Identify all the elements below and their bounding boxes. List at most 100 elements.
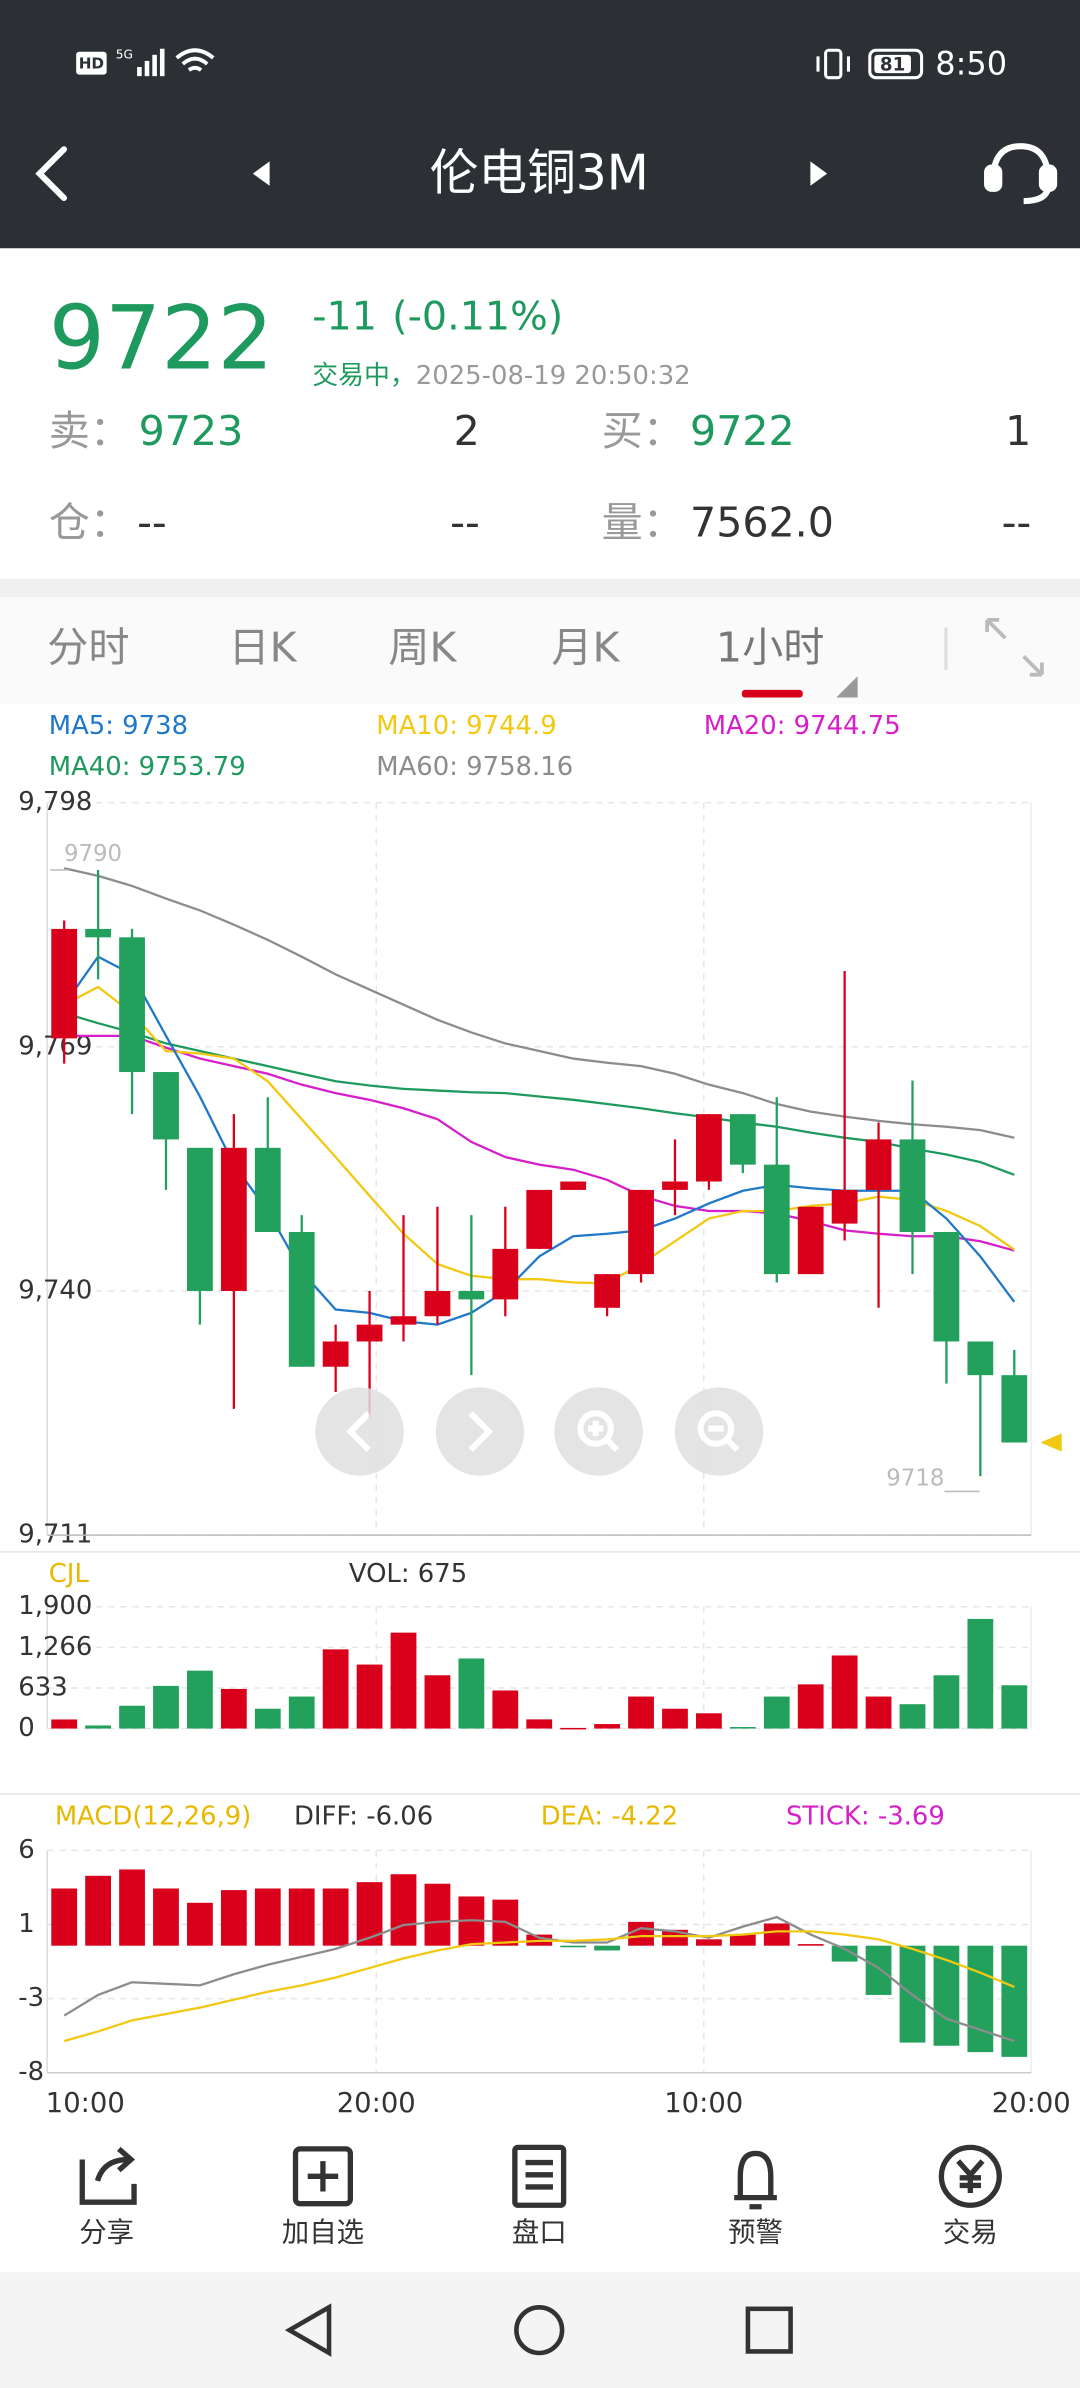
macd-bar	[153, 1888, 179, 1946]
candle-body	[390, 1316, 417, 1325]
nav-recent[interactable]	[745, 2306, 793, 2354]
volume-bar	[390, 1632, 417, 1729]
tab-bar	[0, 597, 1080, 704]
macd-line	[63, 1930, 1015, 2043]
nav-home[interactable]	[514, 2304, 565, 2356]
toolbar-button[interactable]: 加自选	[282, 2218, 364, 2249]
candle-body	[763, 1164, 790, 1275]
candle-body	[458, 1290, 485, 1300]
nav-buttons	[284, 2303, 793, 2357]
fullscreen-button[interactable]	[985, 617, 1044, 677]
label: 买：	[602, 407, 684, 455]
quote-rows: 卖： 9723 2 买： 9722 1 仓： -- -- 量： 7562.0 -…	[49, 407, 1032, 546]
trade-status: 交易中，2025-08-19 20:50:32	[312, 361, 690, 391]
candle-body	[220, 1147, 247, 1291]
legend-entry: MA10: 9744.9	[376, 711, 556, 741]
macd-bar	[662, 1929, 688, 1946]
volume-bar	[424, 1675, 451, 1729]
macd-bar	[424, 1883, 451, 1946]
label: 仓：	[49, 498, 131, 546]
value: 9722	[690, 407, 795, 455]
last-price: 9722	[49, 287, 274, 390]
macd-bar	[763, 1923, 790, 1946]
candle-body	[831, 1189, 858, 1224]
candle-body	[85, 928, 112, 938]
next-button[interactable]	[810, 161, 828, 186]
battery-icon	[868, 48, 924, 80]
volume-bar	[51, 1719, 78, 1729]
chart-title: MACD(12,26,9)	[55, 1801, 252, 1831]
candle-body	[288, 1232, 315, 1367]
macd-bar	[322, 1888, 349, 1946]
volume-bar	[865, 1696, 892, 1729]
candle-body	[51, 928, 78, 1039]
candle-body	[729, 1114, 756, 1165]
scroll-left[interactable]	[315, 1387, 404, 1476]
candle-body	[424, 1290, 451, 1317]
label: 量：	[602, 498, 684, 546]
volume-bar	[729, 1727, 756, 1729]
clock: 8:50	[935, 44, 1007, 82]
top-bar	[0, 0, 1080, 249]
candle-body	[153, 1072, 179, 1140]
volume-bar	[458, 1658, 485, 1729]
toolbar-button[interactable]: 预警	[728, 2218, 783, 2249]
legend-entry: MA20: 9744.75	[704, 711, 901, 741]
value: 2	[454, 407, 480, 455]
prev-button[interactable]	[252, 161, 270, 186]
chart-subtitle: VOL: 675	[349, 1559, 467, 1589]
candle-body	[560, 1181, 587, 1190]
network-text: 5G	[116, 47, 133, 61]
battery-text: 81	[880, 54, 905, 75]
volume-bar	[967, 1618, 994, 1729]
macd-bar	[356, 1882, 383, 1946]
toolbar-button[interactable]: 盘口	[512, 2218, 567, 2249]
support-button[interactable]	[984, 143, 1058, 205]
signal-icon	[137, 48, 165, 77]
toolbar-icons	[79, 2144, 1002, 2210]
y-tick-label: 1	[18, 1909, 34, 1939]
volume-bar	[899, 1704, 926, 1729]
control-icons	[346, 1410, 740, 1453]
volume-bar	[85, 1725, 112, 1729]
volume-bar	[153, 1685, 179, 1729]
scroll-right[interactable]	[435, 1387, 525, 1476]
candle-body	[1001, 1375, 1028, 1443]
tab-indicator	[741, 689, 803, 698]
tab[interactable]: 1小时	[716, 623, 824, 671]
y-tick-label: 9,740	[18, 1275, 92, 1305]
value: --	[137, 498, 167, 546]
candle-body	[933, 1232, 960, 1342]
tab[interactable]: 分时	[47, 623, 129, 671]
volume-bar	[220, 1688, 247, 1729]
vibrate-icon	[816, 48, 850, 80]
tabs: 分时 日K 周K 月K 1小时	[47, 623, 824, 698]
value: 1	[1005, 407, 1031, 455]
nav-back[interactable]	[284, 2303, 332, 2357]
legend-entry: DEA: -4.22	[541, 1801, 678, 1831]
tab[interactable]: 月K	[551, 623, 620, 671]
value: --	[1002, 498, 1032, 546]
macd-bar	[594, 1945, 620, 1951]
tab[interactable]: 日K	[228, 623, 297, 671]
price-change: -11 (-0.11%)	[312, 293, 563, 339]
candle-body	[967, 1341, 994, 1376]
legend-entry: DIFF: -6.06	[294, 1801, 433, 1831]
hd-text: HD	[79, 54, 104, 72]
macd-bar	[628, 1921, 654, 1946]
toolbar-button[interactable]: 分享	[79, 2218, 134, 2249]
volume-bar	[492, 1690, 519, 1729]
toolbar-button[interactable]: 交易	[943, 2218, 998, 2249]
chart-title: CJL	[49, 1559, 90, 1589]
label: 卖：	[49, 407, 131, 455]
timestamp: 2025-08-19 20:50:32	[416, 361, 691, 391]
back-button[interactable]	[35, 146, 68, 202]
y-tick-label: 1,266	[18, 1632, 92, 1662]
battery-level	[874, 54, 911, 74]
volume-bar	[696, 1713, 722, 1729]
volume-bar	[119, 1705, 145, 1729]
tab[interactable]: 周K	[388, 623, 457, 671]
chart-controls	[315, 1387, 764, 1476]
legend-entry: STICK: -3.69	[786, 1801, 945, 1831]
